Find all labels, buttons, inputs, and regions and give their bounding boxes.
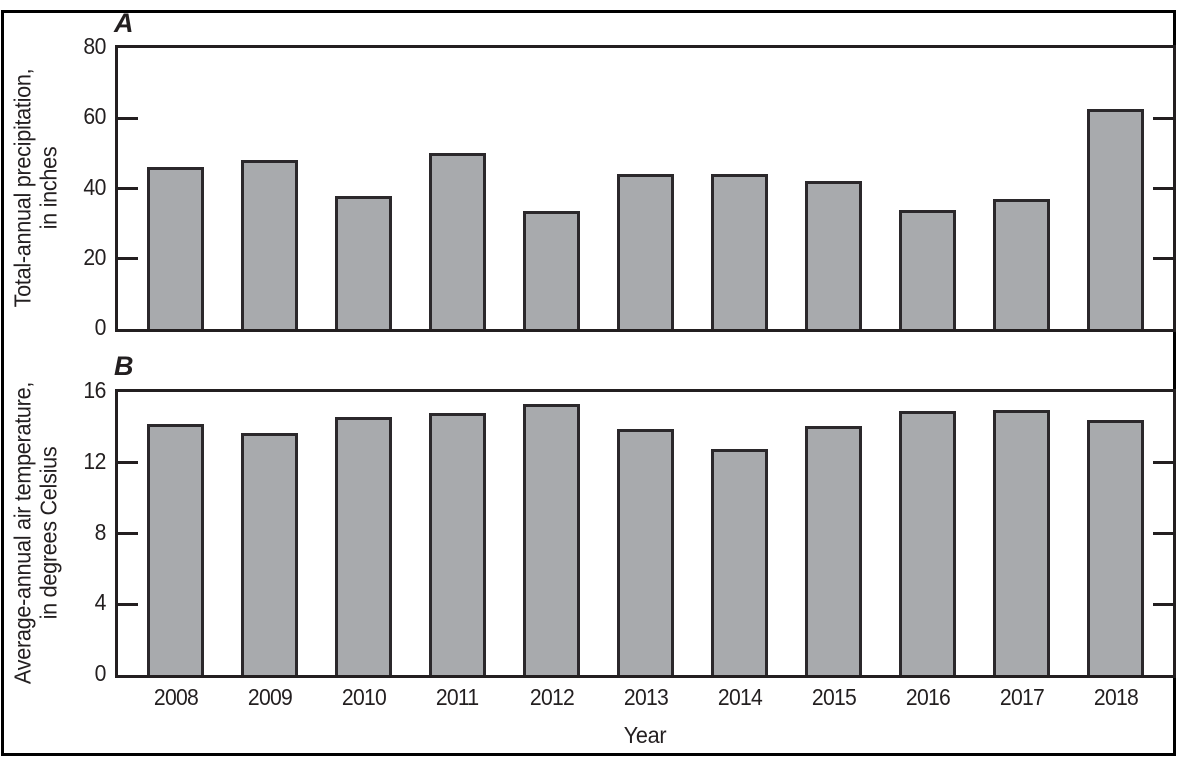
year-label-2008: 2008 <box>153 684 198 710</box>
bar-b-2010 <box>335 416 392 675</box>
year-label-2012: 2012 <box>529 684 574 710</box>
year-slot: 2011 <box>429 684 486 711</box>
bar-b-2011 <box>429 413 486 675</box>
bar-b-2017 <box>993 409 1050 675</box>
bar-a-2017 <box>993 199 1050 329</box>
y-tick-mark-b-8 <box>1153 532 1173 535</box>
year-slot: 2013 <box>617 684 674 711</box>
y-tick-mark-b-12 <box>118 461 138 465</box>
y-tick-mark-a-60 <box>118 116 138 120</box>
year-slot: 2014 <box>711 684 768 711</box>
year-slot: 2015 <box>805 684 862 711</box>
bars-panel-b <box>118 392 1173 675</box>
panel-b-label: B <box>114 351 134 381</box>
year-label-2016: 2016 <box>905 684 950 710</box>
bar-a-2010 <box>335 195 392 329</box>
y-tick-label-a-20: 20 <box>83 243 106 270</box>
year-slot: 2017 <box>993 684 1050 711</box>
y-tick-mark-a-40 <box>118 187 138 190</box>
y-tick-mark-a-60 <box>1153 116 1173 120</box>
year-slot: 2012 <box>523 684 580 711</box>
year-label-2018: 2018 <box>1093 684 1138 710</box>
y-tick-label-a-40: 40 <box>83 173 106 200</box>
y-tick-mark-b-8 <box>118 532 138 535</box>
bar-b-2016 <box>899 411 956 675</box>
y-tick-label-b-8: 8 <box>94 518 107 545</box>
bar-a-2013 <box>617 174 674 329</box>
y-tick-label-b-0: 0 <box>94 660 107 687</box>
bar-b-2012 <box>523 404 580 675</box>
x-axis-title: Year <box>623 722 667 748</box>
bar-b-2008 <box>147 423 204 675</box>
bar-a-2018 <box>1087 109 1144 329</box>
bar-a-2009 <box>241 160 298 329</box>
bar-a-2014 <box>711 174 768 329</box>
year-label-2011: 2011 <box>436 684 479 710</box>
y-tick-label-a-0: 0 <box>94 314 107 341</box>
y-tick-label-b-4: 4 <box>94 589 107 616</box>
year-label-2015: 2015 <box>811 684 856 710</box>
y-tick-mark-b-4 <box>118 602 138 606</box>
y-tick-mark-b-4 <box>1153 602 1173 606</box>
year-slot: 2008 <box>147 684 204 711</box>
bars-panel-a <box>118 48 1173 329</box>
year-label-2017: 2017 <box>999 684 1044 710</box>
y-tick-mark-a-20 <box>118 257 138 261</box>
year-slot: 2018 <box>1087 684 1144 711</box>
chart-a-plot-area: 0 20 40 60 80 <box>83 33 1176 340</box>
y-tick-label-b-16: 16 <box>83 377 106 404</box>
bar-a-2015 <box>805 181 862 329</box>
bar-b-2014 <box>711 448 768 675</box>
year-slot: 2010 <box>335 684 392 711</box>
y-tick-mark-a-20 <box>1153 257 1173 261</box>
panel-a-label: A <box>114 8 134 38</box>
bar-a-2011 <box>429 153 486 329</box>
y-tick-mark-a-40 <box>1153 187 1173 190</box>
chart-b-plot-area: 0 4 8 12 16 <box>83 377 1176 686</box>
y-tick-label-b-12: 12 <box>83 447 106 474</box>
year-slot: 2009 <box>241 684 298 711</box>
bar-a-2008 <box>147 167 204 329</box>
bar-b-2013 <box>617 429 674 675</box>
bar-b-2015 <box>805 425 862 675</box>
year-slot: 2016 <box>899 684 956 711</box>
year-label-2013: 2013 <box>623 684 668 710</box>
bar-a-2012 <box>523 211 580 329</box>
x-axis-year-labels: 2008 2009 2010 2011 2012 2013 2014 2015 2016 2017… <box>115 684 1176 711</box>
year-label-2009: 2009 <box>247 684 292 710</box>
year-label-2014: 2014 <box>717 684 762 710</box>
bar-a-2016 <box>899 209 956 329</box>
bar-b-2018 <box>1087 420 1144 675</box>
year-label-2010: 2010 <box>341 684 386 710</box>
y-tick-label-a-60: 60 <box>83 103 106 130</box>
y-tick-mark-b-12 <box>1153 461 1173 465</box>
bar-b-2009 <box>241 432 298 675</box>
y-tick-label-a-80: 80 <box>83 33 106 60</box>
